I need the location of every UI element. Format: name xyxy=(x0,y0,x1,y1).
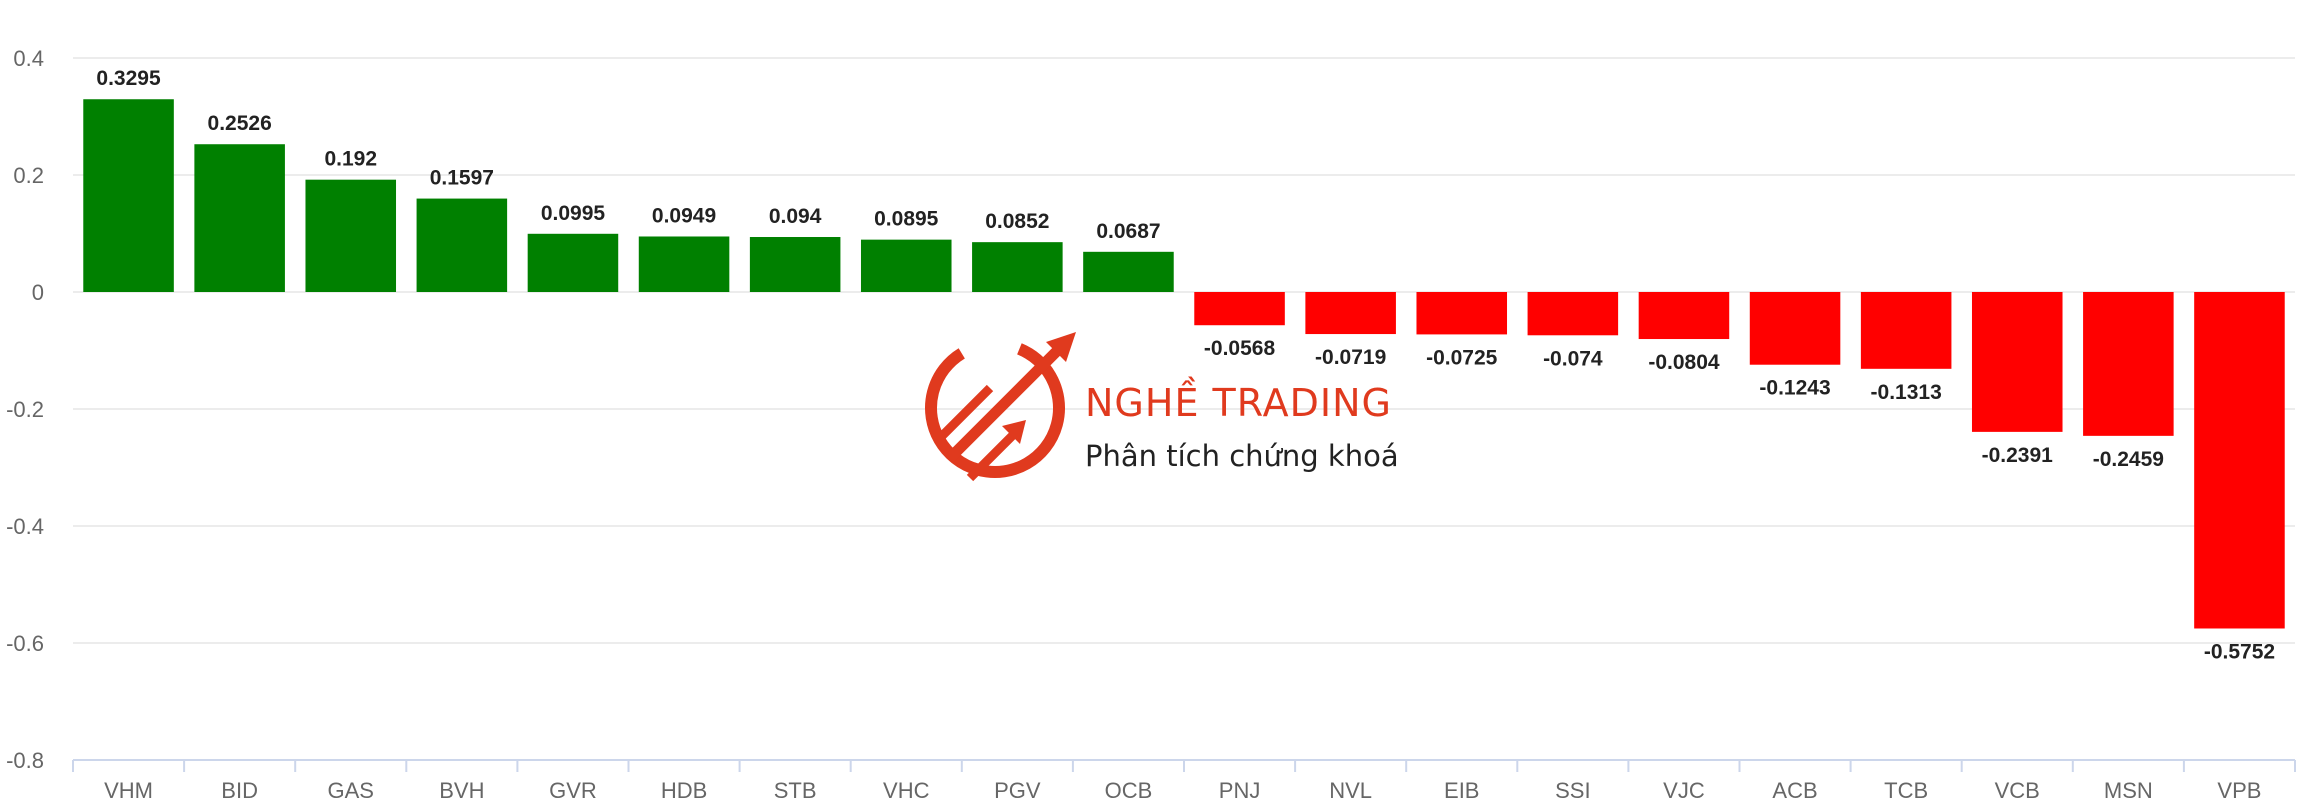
data-labels: 0.3295 0.2526 0.192 0.1597 0.0995 0.0949 0.094… xyxy=(96,67,2275,663)
y-tick-label: -0.6 xyxy=(6,631,44,656)
bar-bvh xyxy=(416,198,508,292)
x-tick-label: HDB xyxy=(661,778,707,803)
bar-tcb xyxy=(1860,292,1952,369)
data-label: 0.2526 xyxy=(208,112,272,135)
data-label: 0.0895 xyxy=(874,208,939,231)
y-tick-label: 0.4 xyxy=(13,46,44,71)
x-tick-label: BID xyxy=(221,778,258,803)
x-tick-label: OCB xyxy=(1105,778,1153,803)
y-tick-label: 0.2 xyxy=(13,163,44,188)
bar-stb xyxy=(749,237,841,292)
bar-hdb xyxy=(638,236,730,292)
data-label: 0.1597 xyxy=(430,167,494,190)
x-tick-label: NVL xyxy=(1329,778,1372,803)
bar-pgv xyxy=(972,242,1063,292)
data-label: 0.192 xyxy=(324,148,377,171)
data-label: 0.0687 xyxy=(1096,220,1160,243)
x-tick-label: VCB xyxy=(1995,778,2040,803)
bar-msn xyxy=(2083,292,2174,436)
y-tick-label: -0.2 xyxy=(6,397,44,422)
y-axis: 0.4 0.2 0 -0.2 -0.4 -0.6 -0.8 xyxy=(6,46,44,773)
x-tick-label: VHC xyxy=(883,778,930,803)
data-label: -0.5752 xyxy=(2204,640,2275,663)
data-label: -0.2391 xyxy=(1982,444,2054,467)
bar-bid xyxy=(194,144,285,292)
data-label: 0.3295 xyxy=(96,67,161,90)
watermark-subtitle: Phân tích chứng khoán xyxy=(1085,439,1400,473)
data-label: -0.2459 xyxy=(2093,448,2164,471)
x-tick-label: STB xyxy=(774,778,817,803)
bar-vhc xyxy=(860,239,952,292)
x-tick-label: MSN xyxy=(2104,778,2153,803)
x-tick-label: GVR xyxy=(549,778,597,803)
bar-nvl xyxy=(1305,292,1396,335)
bar-ocb xyxy=(1083,251,1174,292)
x-tick-label: SSI xyxy=(1555,778,1590,803)
trading-logo-icon xyxy=(925,332,1076,482)
x-tick-label: VHM xyxy=(104,778,153,803)
x-tick-label: PGV xyxy=(994,778,1041,803)
data-label: -0.0568 xyxy=(1204,337,1276,360)
x-axis: VHM BID GAS BVH GVR HDB STB VHC PGV OCB PNJ NVL EIB S… xyxy=(72,759,2296,803)
bar-pnj xyxy=(1194,292,1285,326)
bar-gas xyxy=(305,179,397,292)
bar-vpb xyxy=(2194,292,2285,629)
bar-vcb xyxy=(1971,292,2063,432)
watermark-title: NGHỀ TRADING xyxy=(1085,377,1392,425)
bar-vhm xyxy=(83,99,174,293)
bar-eib xyxy=(1416,292,1508,335)
data-label: 0.094 xyxy=(769,205,822,228)
x-tick-label: EIB xyxy=(1444,778,1479,803)
bar-vjc xyxy=(1638,292,1730,340)
data-label: 0.0852 xyxy=(985,210,1049,233)
data-label: -0.0804 xyxy=(1648,351,1720,374)
data-label: 0.0995 xyxy=(541,202,606,225)
y-tick-label: 0 xyxy=(32,280,44,305)
data-label: -0.074 xyxy=(1543,347,1603,370)
y-tick-label: -0.8 xyxy=(6,748,44,773)
x-tick-label: PNJ xyxy=(1219,778,1261,803)
x-tick-label: TCB xyxy=(1884,778,1928,803)
data-label: -0.0725 xyxy=(1426,346,1498,369)
x-tick-label: GAS xyxy=(328,778,374,803)
data-label: -0.1243 xyxy=(1759,377,1830,400)
x-tick-label: ACB xyxy=(1772,778,1817,803)
data-label: -0.0719 xyxy=(1315,346,1386,369)
data-label: -0.1313 xyxy=(1871,381,1942,404)
data-label: 0.0949 xyxy=(652,204,716,227)
x-tick-label: VJC xyxy=(1663,778,1705,803)
bar-gvr xyxy=(527,233,619,292)
x-tick-label: VPB xyxy=(2217,778,2261,803)
bar-acb xyxy=(1749,292,1841,365)
y-tick-label: -0.4 xyxy=(6,514,44,539)
x-tick-label: BVH xyxy=(439,778,484,803)
bars xyxy=(83,99,2285,629)
bar-ssi xyxy=(1527,292,1619,336)
watermark: NGHỀ TRADING Phân tích chứng khoán xyxy=(925,332,1400,482)
